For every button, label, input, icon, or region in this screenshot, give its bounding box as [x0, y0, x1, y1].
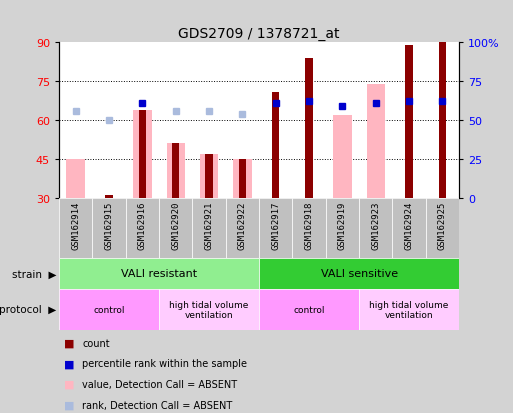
Bar [392, 198, 426, 258]
Title: GDS2709 / 1378721_at: GDS2709 / 1378721_at [179, 27, 340, 41]
Text: value, Detection Call = ABSENT: value, Detection Call = ABSENT [82, 379, 237, 389]
Bar [205, 154, 213, 198]
Text: count: count [82, 338, 110, 348]
Bar [259, 258, 459, 289]
Bar [59, 258, 259, 289]
Bar [167, 144, 185, 198]
Bar [133, 110, 151, 198]
Text: GSM162914: GSM162914 [71, 201, 80, 249]
Bar [200, 154, 218, 198]
Bar [367, 85, 385, 198]
Text: GSM162918: GSM162918 [305, 201, 313, 249]
Text: ■: ■ [64, 379, 74, 389]
Text: GSM162916: GSM162916 [138, 201, 147, 249]
Text: GSM162924: GSM162924 [405, 201, 413, 249]
Bar [359, 289, 459, 330]
Bar [126, 198, 159, 258]
Bar [272, 93, 280, 198]
Bar [192, 198, 226, 258]
Text: ■: ■ [64, 400, 74, 410]
Text: control: control [93, 305, 125, 314]
Bar [259, 289, 359, 330]
Bar [172, 144, 180, 198]
Text: GSM162923: GSM162923 [371, 201, 380, 249]
Bar [333, 116, 351, 198]
Text: GSM162925: GSM162925 [438, 201, 447, 249]
Text: GSM162921: GSM162921 [205, 201, 213, 249]
Text: percentile rank within the sample: percentile rank within the sample [82, 358, 247, 368]
Bar [59, 198, 92, 258]
Text: rank, Detection Call = ABSENT: rank, Detection Call = ABSENT [82, 400, 232, 410]
Bar [326, 198, 359, 258]
Bar [359, 198, 392, 258]
Text: GSM162915: GSM162915 [105, 201, 113, 249]
Text: VALI sensitive: VALI sensitive [321, 268, 398, 279]
Text: GSM162920: GSM162920 [171, 201, 180, 249]
Text: protocol  ▶: protocol ▶ [0, 305, 56, 315]
Bar [292, 198, 326, 258]
Text: GSM162922: GSM162922 [238, 201, 247, 249]
Text: control: control [293, 305, 325, 314]
Bar [92, 198, 126, 258]
Bar [233, 159, 251, 198]
Text: high tidal volume
ventilation: high tidal volume ventilation [369, 300, 449, 319]
Text: strain  ▶: strain ▶ [12, 268, 56, 279]
Text: GSM162919: GSM162919 [338, 201, 347, 249]
Bar [305, 59, 313, 198]
Text: VALI resistant: VALI resistant [121, 268, 197, 279]
Bar [159, 289, 259, 330]
Bar [67, 159, 85, 198]
Bar [239, 159, 246, 198]
Bar [426, 198, 459, 258]
Bar [105, 196, 113, 198]
Bar [259, 198, 292, 258]
Text: high tidal volume
ventilation: high tidal volume ventilation [169, 300, 249, 319]
Bar [59, 289, 159, 330]
Bar [439, 43, 446, 198]
Bar [139, 110, 146, 198]
Text: ■: ■ [64, 338, 74, 348]
Bar [226, 198, 259, 258]
Text: GSM162917: GSM162917 [271, 201, 280, 249]
Text: ■: ■ [64, 358, 74, 368]
Bar [159, 198, 192, 258]
Bar [405, 46, 413, 198]
